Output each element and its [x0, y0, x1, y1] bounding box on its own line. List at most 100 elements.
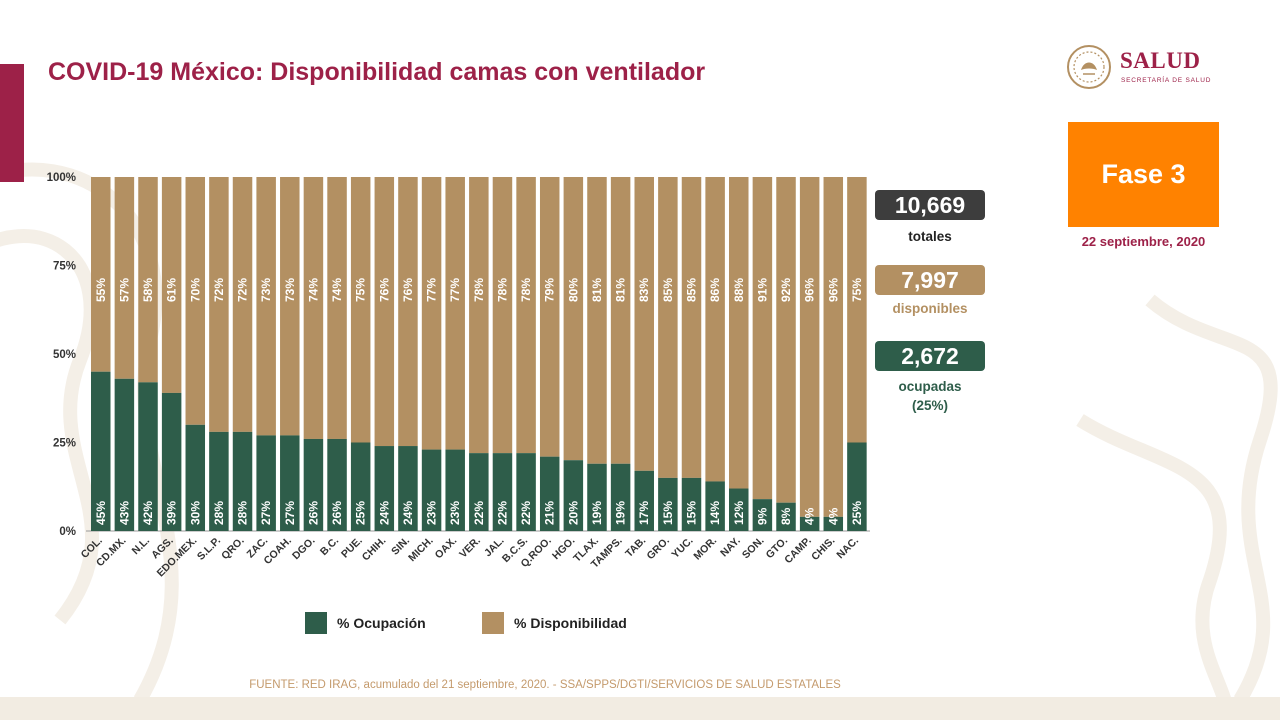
salud-logo: SALUD SECRETARÍA DE SALUD [1066, 44, 1236, 94]
x-tick-label: CAMP. [782, 535, 814, 567]
x-tick-label: CHIH. [360, 535, 389, 564]
accent-bar [0, 64, 24, 182]
legend-label-available: % Disponibilidad [514, 615, 627, 631]
bar-available [752, 177, 773, 500]
bar-available [185, 177, 206, 425]
data-label-occupied: 22% [495, 501, 509, 525]
bar-occupied [374, 446, 395, 531]
data-label-occupied: 45% [94, 501, 108, 525]
bar-available [847, 177, 867, 443]
data-label-available: 91% [755, 278, 769, 302]
data-label-occupied: 15% [661, 501, 675, 525]
bar-occupied [705, 481, 725, 531]
data-label-occupied: 4% [826, 507, 840, 525]
bar-occupied [256, 435, 276, 531]
data-label-occupied: 26% [306, 501, 320, 525]
x-tick-label: DGO. [290, 535, 318, 563]
bar-available [445, 177, 465, 450]
x-tick-label: QRO. [219, 535, 247, 563]
bar-available [516, 177, 536, 454]
data-label-occupied: 27% [259, 501, 273, 525]
data-label-occupied: 4% [803, 507, 817, 525]
data-label-available: 85% [685, 278, 699, 302]
data-label-available: 61% [165, 278, 179, 302]
data-label-available: 81% [614, 278, 628, 302]
bar-available [587, 177, 607, 464]
data-label-occupied: 26% [330, 501, 344, 525]
available-beds-label: disponibles [892, 301, 968, 316]
data-label-occupied: 25% [354, 501, 368, 525]
bar-available [91, 177, 111, 372]
bar-available [303, 177, 324, 439]
bar-occupied [587, 463, 607, 531]
bar-occupied [350, 442, 371, 531]
x-tick-label: SON. [740, 535, 767, 562]
x-tick-label: YUC. [669, 535, 695, 561]
data-label-available: 58% [141, 278, 155, 302]
bar-occupied [610, 463, 631, 531]
data-label-available: 86% [708, 278, 722, 302]
data-label-occupied: 43% [117, 501, 131, 525]
legend-label-occupied: % Ocupación [337, 615, 426, 631]
bar-available [539, 177, 560, 457]
data-label-available: 78% [519, 278, 533, 302]
data-label-available: 83% [637, 278, 651, 302]
bar-available [705, 177, 725, 482]
data-label-occupied: 23% [448, 501, 462, 525]
bar-occupied [752, 499, 773, 531]
bar-occupied [516, 453, 536, 531]
data-label-occupied: 30% [188, 501, 202, 525]
total-beds-label: totales [908, 229, 952, 244]
data-label-available: 78% [495, 278, 509, 302]
data-label-available: 88% [732, 278, 746, 302]
bar-available [327, 177, 347, 439]
data-label-occupied: 12% [732, 501, 746, 525]
source-note: FUENTE: RED IRAG, acumulado del 21 septi… [249, 679, 841, 691]
data-label-available: 74% [330, 278, 344, 302]
data-label-available: 73% [283, 278, 297, 302]
bar-available [634, 177, 654, 471]
data-label-available: 77% [448, 278, 462, 302]
bar-occupied [138, 382, 158, 531]
data-label-occupied: 14% [708, 501, 722, 525]
bar-occupied [209, 431, 229, 531]
data-label-available: 70% [188, 278, 202, 302]
data-label-occupied: 19% [590, 501, 604, 525]
bar-occupied [445, 449, 465, 531]
data-label-available: 85% [661, 278, 675, 302]
bar-occupied [280, 435, 300, 531]
data-label-occupied: 22% [472, 501, 486, 525]
logo-subtitle: SECRETARÍA DE SALUD [1121, 77, 1212, 84]
bar-available [209, 177, 229, 432]
data-label-available: 74% [306, 278, 320, 302]
data-label-available: 72% [212, 278, 226, 302]
bar-available [469, 177, 489, 454]
legend-item-occupied: % Ocupación [305, 612, 426, 634]
data-label-occupied: 24% [401, 501, 415, 525]
phase-badge: Fase 3 [1068, 122, 1219, 227]
data-label-occupied: 22% [519, 501, 533, 525]
occupied-beds-label: ocupadas [898, 379, 962, 394]
data-label-available: 81% [590, 278, 604, 302]
x-tick-label: OAX. [433, 535, 460, 562]
x-tick-label: NAC. [834, 535, 861, 562]
data-label-occupied: 39% [165, 501, 179, 525]
data-label-occupied: 15% [685, 501, 699, 525]
bar-available [563, 177, 584, 461]
bar-available [421, 177, 442, 450]
data-label-occupied: 17% [637, 501, 651, 525]
bar-available [492, 177, 513, 454]
bar-occupied [91, 371, 111, 531]
bar-occupied [421, 449, 442, 531]
data-label-available: 80% [566, 278, 580, 302]
bar-available [729, 177, 749, 489]
data-label-available: 55% [94, 278, 108, 302]
phase-date: 22 septiembre, 2020 [1081, 234, 1206, 249]
data-label-occupied: 9% [755, 507, 769, 525]
bar-available [350, 177, 371, 443]
bar-occupied [799, 516, 820, 531]
legend-swatch-occupied [305, 612, 327, 634]
y-tick-label: 75% [53, 261, 76, 273]
data-label-occupied: 42% [141, 501, 155, 525]
bar-available [280, 177, 300, 436]
